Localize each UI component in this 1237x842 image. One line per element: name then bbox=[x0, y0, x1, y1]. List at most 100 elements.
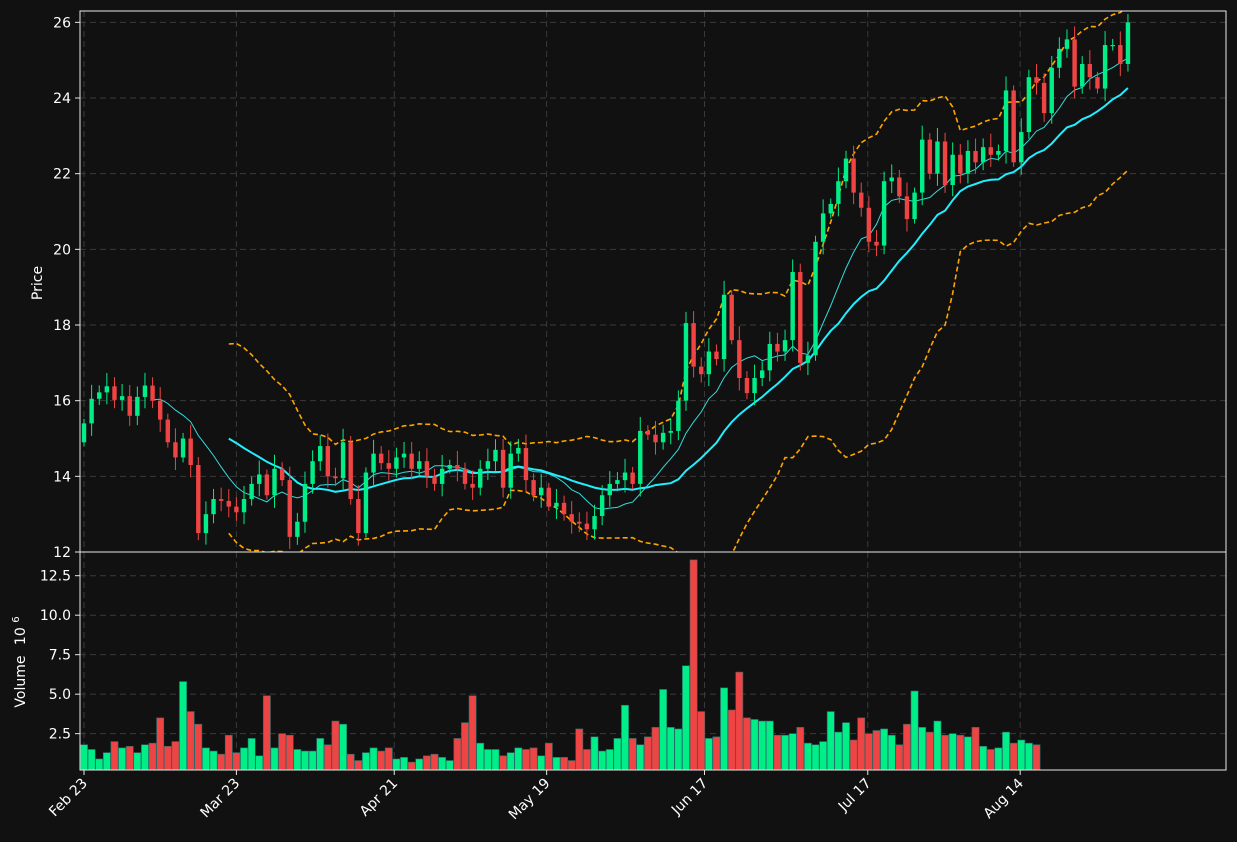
candlestick bbox=[699, 357, 704, 383]
candle-body bbox=[1041, 82, 1047, 114]
volume-bar bbox=[186, 711, 195, 771]
volume-bar bbox=[887, 734, 896, 771]
price-tick-label: 20 bbox=[53, 242, 71, 258]
candlestick bbox=[1064, 29, 1070, 58]
candlestick bbox=[737, 326, 742, 391]
volume-bar bbox=[864, 733, 873, 771]
candlestick bbox=[81, 418, 87, 447]
candle-body bbox=[676, 400, 681, 431]
candle-body bbox=[348, 442, 353, 500]
candle-body bbox=[142, 385, 148, 397]
candle-body bbox=[1080, 63, 1085, 87]
volume-bar bbox=[948, 733, 957, 771]
volume-bar bbox=[689, 559, 698, 771]
candle-body bbox=[935, 141, 940, 174]
candlestick bbox=[1019, 118, 1024, 175]
candlestick bbox=[1087, 50, 1093, 90]
volume-bar bbox=[468, 695, 477, 771]
candlestick bbox=[363, 467, 369, 538]
volume-bar bbox=[262, 695, 271, 771]
candle-body bbox=[508, 453, 513, 488]
candle-body bbox=[439, 468, 445, 484]
candle-body bbox=[378, 453, 384, 464]
volume-axis-label: Volume 10 6 bbox=[11, 616, 29, 707]
candlestick bbox=[615, 472, 620, 492]
candlestick bbox=[1080, 56, 1085, 94]
candlestick bbox=[279, 462, 285, 487]
candlestick bbox=[889, 164, 894, 194]
volume-bar bbox=[118, 747, 126, 771]
candle-body bbox=[927, 139, 933, 174]
candle-body bbox=[599, 495, 605, 517]
candle-body bbox=[1102, 45, 1108, 89]
candlestick bbox=[729, 290, 734, 345]
volume-bar bbox=[499, 755, 507, 771]
candle-body bbox=[150, 385, 155, 401]
volume-bar bbox=[87, 749, 96, 771]
candlestick bbox=[1049, 55, 1054, 124]
volume-bar bbox=[461, 722, 469, 771]
candlestick bbox=[165, 413, 171, 448]
volume-bar bbox=[811, 744, 820, 771]
volume-bar bbox=[575, 728, 584, 771]
candlestick bbox=[584, 511, 590, 541]
candle-body bbox=[744, 377, 750, 394]
candle-body bbox=[942, 141, 948, 186]
candle-body bbox=[706, 351, 712, 375]
volume-bar bbox=[270, 747, 279, 771]
candlestick bbox=[173, 428, 178, 471]
volume-bar bbox=[781, 734, 789, 771]
candlestick bbox=[234, 497, 239, 521]
candle-body bbox=[622, 472, 628, 481]
candlestick bbox=[958, 143, 963, 184]
candlestick bbox=[447, 459, 452, 474]
candle-body bbox=[409, 453, 414, 469]
volume-bar bbox=[384, 747, 393, 771]
candlestick bbox=[767, 331, 772, 382]
candlestick bbox=[721, 280, 727, 372]
volume-bar bbox=[643, 736, 652, 771]
candlestick bbox=[1057, 37, 1062, 79]
volume-bar bbox=[925, 731, 934, 771]
candlestick bbox=[759, 361, 765, 387]
volume-bar bbox=[141, 744, 149, 771]
volume-bar bbox=[232, 752, 241, 771]
candlestick bbox=[980, 138, 986, 171]
candle-body bbox=[1026, 77, 1032, 133]
volume-bar bbox=[346, 753, 355, 771]
candlestick bbox=[523, 434, 529, 493]
candlestick bbox=[843, 150, 849, 189]
candlestick bbox=[798, 263, 803, 371]
candlestick bbox=[996, 144, 1001, 161]
candlestick bbox=[645, 425, 651, 440]
candle-body bbox=[158, 400, 163, 420]
volume-bar bbox=[659, 689, 668, 771]
volume-bar bbox=[857, 717, 866, 771]
candle-body bbox=[173, 442, 178, 458]
candle-body bbox=[699, 366, 704, 375]
candlestick bbox=[897, 170, 902, 204]
candle-body bbox=[165, 419, 171, 443]
candlestick bbox=[104, 372, 110, 405]
candle-body bbox=[1011, 90, 1016, 163]
volume-bar bbox=[544, 742, 553, 771]
price-y-ticks: 12 14 16 18 20 22 24 26 bbox=[53, 15, 80, 561]
candle-body bbox=[973, 150, 978, 163]
candle-body bbox=[1110, 45, 1115, 47]
volume-bar bbox=[743, 717, 751, 771]
candle-body bbox=[958, 154, 963, 174]
candle-body bbox=[135, 396, 140, 416]
candle-body bbox=[813, 241, 818, 356]
price-axis-label: Price bbox=[30, 266, 46, 300]
volume-bar bbox=[826, 711, 835, 771]
candle-body bbox=[196, 464, 201, 534]
volume-bar bbox=[895, 744, 904, 771]
volume-bar bbox=[819, 741, 828, 771]
volume-bar bbox=[1017, 739, 1026, 771]
volume-bar bbox=[171, 741, 180, 771]
candlestick bbox=[630, 466, 635, 490]
candlestick bbox=[325, 433, 331, 488]
candlestick bbox=[135, 386, 140, 426]
candle-body bbox=[1087, 63, 1093, 78]
candle-body bbox=[333, 476, 338, 479]
